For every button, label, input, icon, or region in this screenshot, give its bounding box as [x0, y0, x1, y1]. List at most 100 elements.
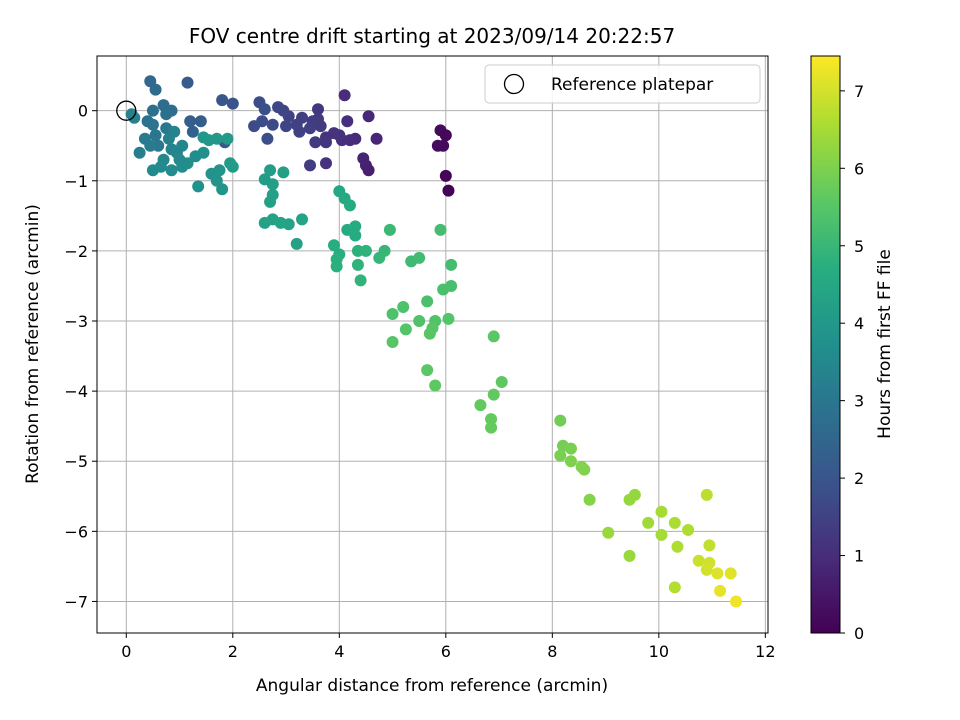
plot-frame	[96, 55, 769, 634]
data-point	[359, 244, 372, 257]
data-point	[181, 76, 194, 89]
y-axis-label: Rotation from reference (arcmin)	[23, 204, 43, 484]
data-point	[413, 315, 426, 328]
data-point	[583, 493, 596, 506]
reference-marker	[116, 100, 137, 121]
data-point	[703, 539, 716, 552]
data-point	[439, 129, 452, 142]
x-tick-label: 6	[441, 642, 451, 661]
data-point	[399, 323, 412, 336]
colorbar-tick-label: 3	[854, 392, 864, 411]
data-point	[176, 139, 189, 152]
plot-area: 0 2 4 6 8 10 12 0 −1 −2 −3 −4 −5 −6 −7	[64, 55, 776, 661]
data-point	[442, 312, 455, 325]
data-points	[125, 75, 743, 608]
data-point	[341, 115, 354, 128]
colorbar-tick-label: 6	[854, 159, 864, 178]
data-point	[671, 540, 684, 553]
data-point	[700, 563, 713, 576]
data-point	[439, 169, 452, 182]
data-point	[144, 139, 157, 152]
data-point	[264, 164, 277, 177]
data-point	[149, 129, 162, 142]
data-point	[319, 136, 332, 149]
data-point	[128, 111, 141, 124]
data-point	[194, 115, 207, 128]
data-point	[282, 218, 295, 231]
data-point	[386, 308, 399, 321]
data-point	[487, 388, 500, 401]
data-point	[623, 493, 636, 506]
data-point	[261, 132, 274, 145]
data-point	[146, 118, 159, 131]
data-point	[362, 164, 375, 177]
data-point	[434, 223, 447, 236]
data-point	[304, 159, 317, 172]
data-point	[349, 229, 362, 242]
y-tick-label: −1	[64, 172, 88, 191]
data-point	[296, 213, 309, 226]
colorbar-tick-label: 2	[854, 469, 864, 488]
data-point	[564, 455, 577, 468]
data-point	[692, 554, 705, 567]
data-point	[184, 115, 197, 128]
data-point	[160, 108, 173, 121]
data-point	[309, 136, 322, 149]
data-point	[216, 94, 229, 107]
data-point	[354, 274, 367, 287]
colorbar-gradient	[810, 55, 841, 634]
data-point	[349, 220, 362, 233]
data-point	[362, 110, 375, 123]
data-point	[554, 414, 567, 427]
y-tick-label: 0	[78, 102, 88, 121]
data-point	[304, 122, 317, 135]
data-point	[445, 258, 458, 271]
data-point	[216, 183, 229, 196]
data-point	[266, 118, 279, 131]
data-point	[668, 516, 681, 529]
data-point	[146, 164, 159, 177]
data-point	[724, 567, 737, 580]
legend-label: Reference platepar	[551, 75, 713, 95]
data-point	[210, 132, 223, 145]
data-point	[133, 146, 146, 159]
y-tick-label: −2	[64, 242, 88, 261]
legend-marker	[503, 73, 525, 95]
data-point	[554, 449, 567, 462]
chart-title: FOV centre drift starting at 2023/09/14 …	[189, 24, 675, 48]
data-point	[655, 528, 668, 541]
x-tick-label: 2	[228, 642, 238, 661]
data-point	[564, 442, 577, 455]
data-point	[192, 180, 205, 193]
data-point	[266, 188, 279, 201]
x-tick-label: 8	[547, 642, 557, 661]
y-tick-label: −6	[64, 522, 88, 541]
data-point	[277, 104, 290, 117]
data-point	[623, 549, 636, 562]
data-point	[256, 115, 269, 128]
data-point	[343, 199, 356, 212]
data-point	[165, 164, 178, 177]
data-point	[370, 132, 383, 145]
data-point	[312, 103, 325, 116]
data-point	[682, 523, 695, 536]
data-point	[602, 526, 615, 539]
y-tick-label: −4	[64, 382, 88, 401]
data-point	[421, 295, 434, 308]
colorbar-label: Hours from first FF file	[875, 249, 895, 439]
data-point	[266, 178, 279, 191]
data-point	[578, 463, 591, 476]
data-point	[327, 239, 340, 252]
data-point	[258, 103, 271, 116]
data-point	[714, 584, 727, 597]
data-point	[277, 166, 290, 179]
data-point	[397, 300, 410, 313]
data-point	[442, 184, 455, 197]
data-point	[378, 244, 391, 257]
x-tick-label: 4	[334, 642, 344, 661]
data-point	[495, 376, 508, 389]
data-point	[386, 336, 399, 349]
legend: Reference platepar	[484, 64, 761, 104]
data-point	[474, 399, 487, 412]
